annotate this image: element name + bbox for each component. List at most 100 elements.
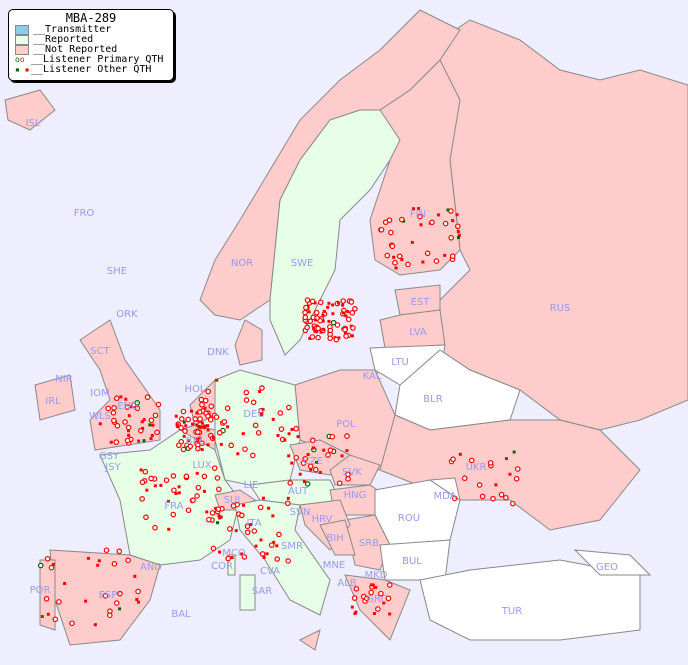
listener-primary-qth xyxy=(399,216,405,223)
listener-other-qth xyxy=(394,266,398,270)
listener-other-qth xyxy=(190,409,194,413)
listener-other-qth xyxy=(321,327,325,331)
listener-other-qth xyxy=(241,432,245,436)
listener-primary-qth xyxy=(114,422,121,429)
label-nor: NOR xyxy=(231,258,253,269)
listener-other-qth xyxy=(382,601,386,605)
listener-other-qth xyxy=(306,453,310,457)
listener-primary-qth xyxy=(386,217,393,223)
listener-other-qth xyxy=(148,423,152,427)
listener-other-qth xyxy=(109,440,113,444)
listener-primary-qth xyxy=(450,456,456,463)
label-lux: LUX xyxy=(192,460,211,471)
listener-primary-qth xyxy=(224,405,231,412)
listener-primary-qth xyxy=(278,426,285,432)
listener-other-qth xyxy=(174,414,178,418)
listener-other-qth xyxy=(203,406,207,410)
listener-primary-qth xyxy=(163,477,170,484)
listener-other-qth xyxy=(240,552,244,556)
listener-other-qth xyxy=(327,319,331,323)
listener-other-qth xyxy=(350,334,354,338)
label-mne: MNE xyxy=(323,560,345,571)
listener-primary-qth xyxy=(185,416,192,423)
label-aut: AUT xyxy=(288,486,309,497)
listener-primary-qth xyxy=(148,417,155,424)
listener-primary-qth xyxy=(310,437,316,444)
listener-primary-qth xyxy=(250,399,257,406)
legend: MBA-289 __Transmitter __Reported __Not R… xyxy=(8,9,174,81)
listener-primary-qth xyxy=(103,547,110,554)
listener-primary-qth xyxy=(368,589,374,596)
listener-primary-qth xyxy=(241,554,248,560)
listener-primary-qth xyxy=(195,429,201,435)
country-tur xyxy=(419,559,641,641)
listener-other-qth xyxy=(275,544,279,548)
listener-other-qth xyxy=(198,426,202,430)
listener-other-qth xyxy=(410,240,414,244)
listener-primary-qth xyxy=(468,457,475,464)
label-fin: FIN xyxy=(410,209,426,220)
listener-primary-qth xyxy=(102,592,109,599)
listener-other-qth xyxy=(258,389,262,393)
listener-primary-qth xyxy=(513,475,520,482)
listener-other-qth xyxy=(388,612,392,616)
listener-primary-qth xyxy=(216,429,223,436)
listener-other-qth xyxy=(512,450,516,454)
label-hrv: HRV xyxy=(312,514,333,525)
listener-other-qth xyxy=(290,428,294,432)
listener-primary-qth xyxy=(276,531,282,538)
listener-primary-qth xyxy=(433,258,440,264)
listener-primary-qth xyxy=(116,548,123,555)
listener-other-qth xyxy=(202,426,206,430)
listener-other-qth xyxy=(166,499,170,503)
listener-other-qth xyxy=(318,470,322,474)
listener-other-qth xyxy=(315,330,319,334)
listener-primary-qth xyxy=(344,433,350,439)
listener-primary-qth xyxy=(255,430,262,436)
listener-other-qth xyxy=(457,233,461,237)
listener-other-qth xyxy=(340,454,344,458)
listener-primary-qth xyxy=(208,403,215,410)
label-ork: ORK xyxy=(116,309,138,320)
listener-primary-qth xyxy=(135,588,141,595)
listener-primary-qth xyxy=(111,405,117,411)
label-eng: ENG xyxy=(117,401,139,412)
label-she: SHE xyxy=(107,266,127,277)
listener-primary-qth xyxy=(388,229,394,236)
listener-other-qth xyxy=(236,452,240,456)
listener-primary-qth xyxy=(155,401,162,408)
listener-other-qth xyxy=(262,496,266,500)
listener-primary-qth xyxy=(350,325,356,331)
listener-primary-qth xyxy=(342,326,348,333)
listener-other-qth xyxy=(93,623,97,627)
listener-primary-qth xyxy=(330,319,337,326)
listener-other-qth xyxy=(226,425,230,429)
label-alb: ALB xyxy=(337,578,356,589)
listener-other-qth xyxy=(129,405,133,409)
label-bul: BUL xyxy=(402,556,422,567)
listener-other-qth xyxy=(159,483,163,487)
country-dnk xyxy=(234,319,263,366)
listener-primary-qth xyxy=(429,219,435,226)
label-sui: SUI xyxy=(224,495,241,506)
label-bel: BEL xyxy=(186,436,205,447)
listener-other-qth xyxy=(195,411,199,415)
listener-primary-qth xyxy=(417,213,423,220)
listener-primary-qth xyxy=(451,495,458,502)
label-deu: DEU xyxy=(243,409,264,420)
listener-primary-qth xyxy=(134,400,140,406)
listener-primary-qth xyxy=(148,475,154,482)
listener-primary-qth xyxy=(340,298,346,304)
listener-primary-qth xyxy=(345,476,351,482)
listener-primary-qth xyxy=(154,429,160,436)
listener-primary-qth xyxy=(170,473,177,479)
legend-reported: __Reported xyxy=(9,35,173,45)
listener-other-qth xyxy=(167,527,171,531)
listener-primary-qth xyxy=(170,511,177,518)
listener-primary-qth xyxy=(185,507,192,514)
label-por: POR xyxy=(30,585,51,596)
listener-other-qth xyxy=(206,424,210,428)
listener-primary-qth xyxy=(304,324,310,331)
